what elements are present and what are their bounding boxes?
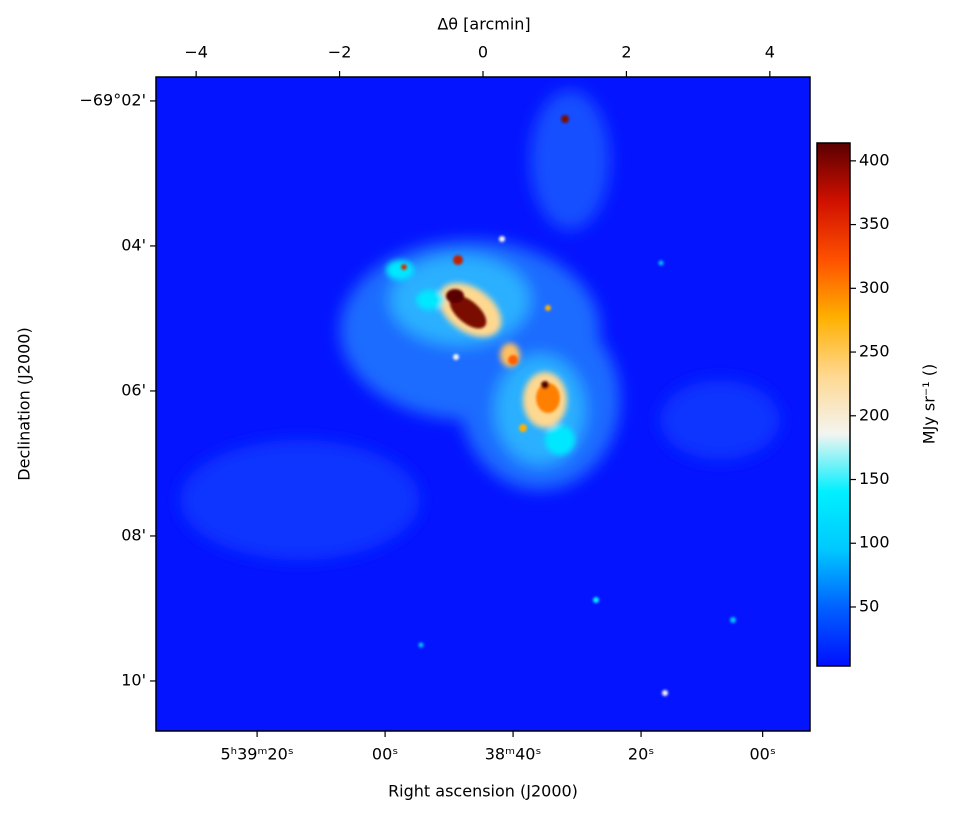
y-tick-label: −69°02' (79, 90, 146, 109)
x-tick-label: 20ˢ (628, 745, 654, 764)
compact-sources (401, 115, 736, 696)
colorbar-tick-label: 200 (859, 405, 890, 424)
top-tick-label: 2 (621, 43, 631, 62)
x-axis-label: Right ascension (J2000) (388, 782, 578, 801)
top-axis-label: Δθ [arcmin] (437, 15, 530, 34)
colorbar-tick-label: 300 (859, 278, 890, 297)
y-tick-label: 10' (121, 670, 146, 689)
x-tick-label: 5ʰ39ᵐ20ˢ (220, 745, 293, 764)
y-tick-label: 06' (121, 380, 146, 399)
colorbar-tick-label: 400 (859, 150, 890, 169)
colorbar-label: MJy sr⁻¹ () (920, 364, 939, 444)
x-tick-label: 00ˢ (372, 745, 398, 764)
top-tick-label: −2 (328, 43, 352, 62)
y-axis-label: Declination (J2000) (15, 327, 34, 480)
y-tick-label: 08' (121, 525, 146, 544)
colorbar-tick-label: 250 (859, 342, 890, 361)
colorbar-tick-label: 100 (859, 533, 890, 552)
x-tick-label: 00ˢ (749, 745, 775, 764)
x-tick-label: 38ᵐ40ˢ (485, 745, 542, 764)
sky-image (156, 77, 810, 731)
colorbar (816, 142, 851, 667)
colorbar-tick-label: 150 (859, 469, 890, 488)
colorbar-tick-label: 350 (859, 214, 890, 233)
top-tick-label: 0 (478, 43, 488, 62)
y-tick-label: 04' (121, 235, 146, 254)
top-tick-label: 4 (765, 43, 775, 62)
colorbar-tick-label: 50 (859, 596, 879, 615)
top-tick-label: −4 (184, 43, 208, 62)
